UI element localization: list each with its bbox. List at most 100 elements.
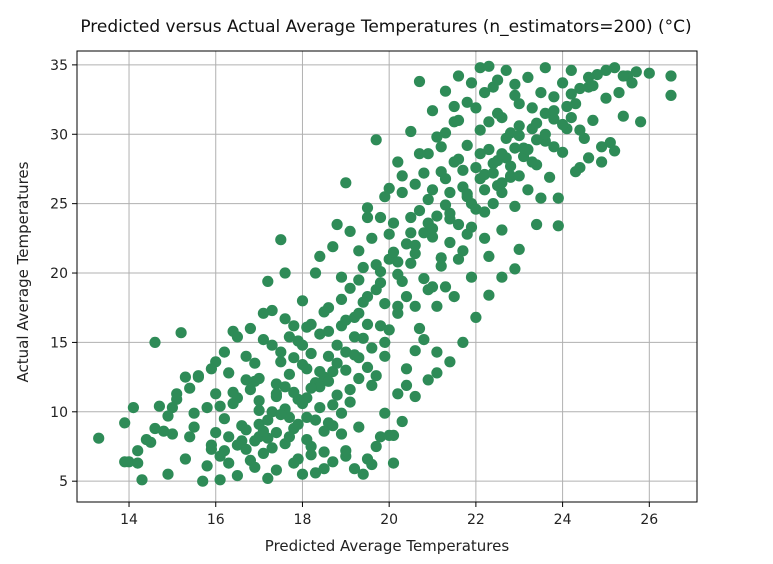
data-point	[405, 257, 417, 269]
data-point	[552, 220, 564, 232]
data-point	[327, 241, 339, 253]
data-point	[309, 414, 322, 426]
data-point	[583, 152, 595, 164]
data-point	[292, 335, 304, 347]
x-axis-label: Predicted Average Temperatures	[265, 537, 510, 555]
data-point	[574, 82, 586, 95]
data-point	[318, 463, 330, 475]
data-point	[249, 461, 261, 473]
data-point	[600, 92, 612, 104]
data-point	[439, 127, 452, 139]
data-point	[522, 143, 534, 156]
data-point	[413, 148, 426, 160]
data-point	[405, 227, 417, 239]
data-point	[171, 393, 183, 405]
data-point	[431, 131, 443, 143]
data-point	[374, 431, 387, 443]
chart-title: Predicted versus Actual Average Temperat…	[80, 17, 691, 37]
data-point	[262, 472, 274, 484]
data-point	[344, 384, 356, 396]
data-point	[357, 261, 369, 274]
data-point	[340, 445, 352, 457]
data-point	[366, 342, 378, 354]
data-point	[557, 77, 569, 89]
data-point	[483, 60, 495, 72]
data-point	[496, 177, 508, 189]
data-point	[409, 345, 421, 357]
data-point	[270, 464, 282, 476]
data-point	[461, 139, 473, 151]
data-point	[357, 468, 369, 480]
data-point	[93, 432, 105, 444]
data-point	[630, 66, 642, 78]
data-point	[461, 228, 473, 240]
data-point	[205, 363, 217, 375]
data-point	[340, 177, 352, 189]
data-point	[426, 231, 439, 243]
data-point	[396, 170, 408, 182]
x-tick-label: 14	[120, 512, 138, 528]
data-point	[439, 199, 452, 211]
data-point	[205, 443, 217, 455]
data-point	[218, 413, 230, 425]
data-point	[531, 218, 543, 231]
data-point	[119, 417, 131, 429]
data-point	[479, 184, 491, 196]
data-point	[561, 100, 573, 113]
data-point	[214, 450, 226, 462]
data-point	[557, 118, 569, 131]
data-point	[227, 386, 239, 398]
data-point	[223, 431, 235, 443]
data-point	[353, 421, 365, 433]
data-point	[479, 168, 491, 181]
data-point	[548, 141, 560, 153]
data-point	[184, 431, 196, 443]
data-point	[457, 336, 469, 348]
data-point	[370, 370, 382, 382]
data-point	[422, 193, 434, 206]
data-point	[587, 114, 599, 126]
data-point	[223, 367, 235, 379]
data-point	[431, 346, 443, 358]
data-point	[357, 296, 369, 308]
data-point	[149, 336, 161, 348]
data-point	[322, 417, 335, 429]
data-point	[509, 89, 521, 101]
data-point	[479, 206, 491, 218]
data-point	[474, 124, 486, 136]
data-point	[318, 306, 330, 318]
data-point	[418, 167, 430, 179]
data-point	[470, 203, 482, 215]
y-tick-label: 30	[50, 127, 68, 143]
x-tick-label: 22	[467, 512, 485, 528]
data-point	[288, 352, 300, 364]
data-point	[166, 428, 178, 440]
data-point	[591, 69, 603, 81]
data-point	[444, 186, 456, 199]
data-point	[452, 218, 465, 231]
data-point	[461, 188, 473, 200]
data-point	[253, 372, 265, 385]
data-point	[617, 110, 629, 122]
x-tick-label: 18	[294, 512, 312, 528]
data-point	[366, 232, 378, 244]
data-point	[296, 397, 309, 410]
data-point	[283, 411, 295, 423]
data-point	[331, 357, 343, 369]
data-point	[548, 105, 560, 117]
data-point	[435, 252, 447, 264]
data-point	[496, 224, 508, 236]
data-point	[435, 260, 447, 272]
data-point	[361, 211, 374, 224]
data-point	[552, 192, 564, 204]
data-point	[531, 117, 543, 129]
data-point	[279, 313, 291, 325]
data-point	[288, 320, 300, 332]
data-point	[340, 364, 352, 376]
data-point	[275, 234, 287, 246]
x-tick-label: 24	[554, 512, 572, 528]
data-point	[422, 148, 434, 160]
data-point	[262, 275, 274, 287]
data-point	[322, 350, 335, 362]
data-point	[461, 96, 473, 108]
